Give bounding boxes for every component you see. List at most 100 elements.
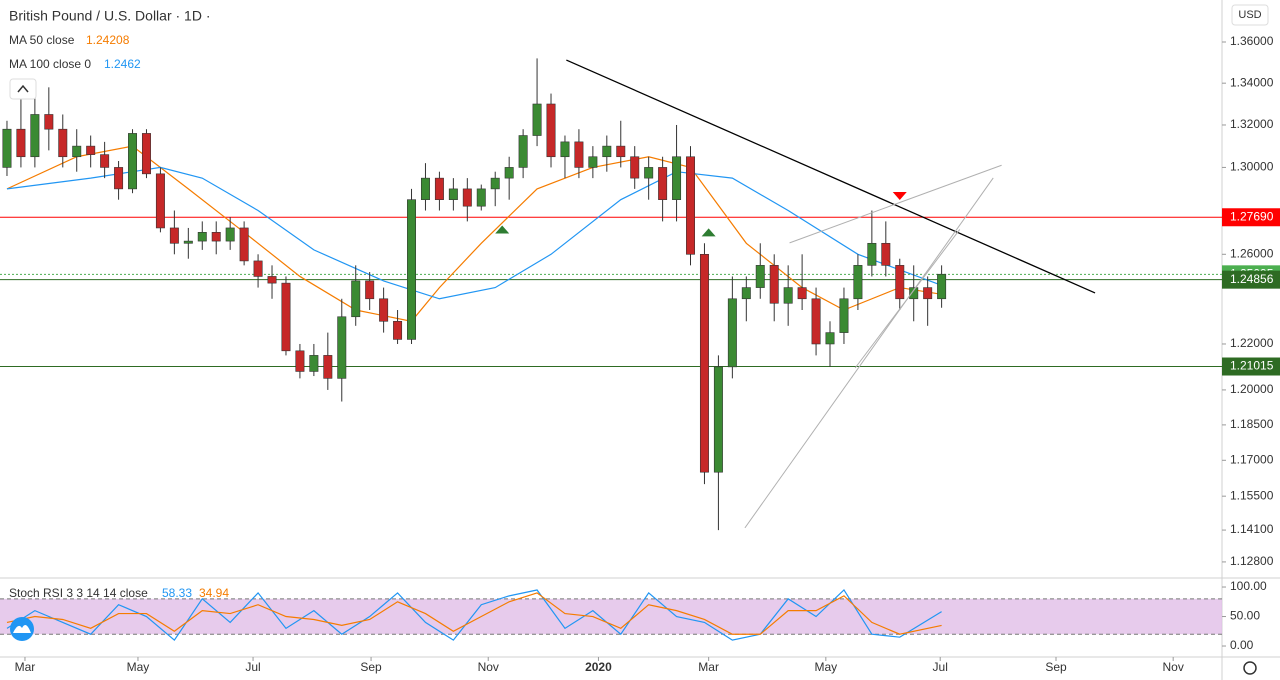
legend-ma100: MA 100 close 0 — [9, 57, 91, 71]
candle-body — [560, 141, 570, 158]
candle-body — [686, 156, 695, 255]
candle-body — [448, 188, 458, 200]
candle-body — [867, 242, 877, 266]
candle-body — [337, 316, 347, 379]
candle-body — [616, 145, 626, 158]
candle-body — [295, 350, 305, 372]
candle-body — [211, 232, 221, 242]
logo-mark — [13, 624, 31, 633]
x-tick-label: Sep — [1045, 660, 1067, 674]
candle-body — [309, 355, 319, 372]
signal-marker — [495, 225, 510, 234]
y-tick-label: 1.17000 — [1230, 452, 1274, 466]
x-tick-label: Jul — [933, 660, 948, 674]
level-label-box — [1222, 357, 1280, 376]
trendline — [744, 177, 994, 529]
x-tick-label: May — [127, 660, 150, 674]
candle-body — [72, 145, 82, 158]
y-tick-label: 1.34000 — [1230, 75, 1274, 89]
candle-body — [644, 167, 654, 179]
candle-body — [713, 366, 723, 473]
candle-body — [783, 287, 793, 304]
chart-title: British Pound / U.S. Dollar · 1D · — [9, 8, 211, 24]
y-tick-label: 1.30000 — [1230, 160, 1274, 174]
plot: 1.36000 1.34000 1.32000 1.30000 1.26000 1.220… — [0, 34, 1274, 674]
y-tick-label: 1.22000 — [1230, 336, 1274, 350]
candle-body — [546, 103, 556, 158]
x-tick-label: Nov — [1163, 660, 1184, 674]
candle-body — [825, 332, 835, 345]
settings-icon[interactable] — [1243, 661, 1257, 675]
candle-body — [853, 265, 863, 300]
stoch-tick-label: 100.00 — [1230, 579, 1267, 593]
candle-body — [490, 177, 500, 190]
candle-body — [407, 199, 417, 340]
x-tick-label: Mar — [15, 660, 36, 674]
trendline — [566, 59, 1096, 294]
candle-body — [658, 167, 668, 200]
y-tick-label: 1.15500 — [1230, 488, 1274, 502]
stoch-tick-label: 0.00 — [1230, 638, 1254, 652]
candle-body — [155, 173, 165, 229]
legend-ma50: MA 50 close — [9, 33, 75, 47]
stoch-line — [6, 589, 942, 642]
candle-body — [267, 276, 277, 284]
candle-body — [393, 320, 403, 340]
candle-body — [755, 265, 765, 288]
candle-body — [672, 156, 682, 200]
candle-body — [239, 227, 249, 262]
candle-body — [741, 287, 751, 300]
x-tick-label: Mar — [698, 660, 719, 674]
stoch-legend: Stoch RSI 3 3 14 14 close — [9, 586, 148, 600]
candle-body — [351, 280, 361, 318]
candle-body — [30, 114, 40, 158]
candle-body — [420, 177, 430, 200]
y-tick-label: 1.20000 — [1230, 382, 1274, 396]
stoch-tick-label: 50.00 — [1230, 609, 1260, 623]
candle-body — [462, 188, 472, 207]
stoch-line — [6, 592, 942, 635]
candle-body — [114, 167, 124, 190]
y-tick-label: 1.36000 — [1230, 34, 1274, 48]
level-label: 1.27690 — [1230, 209, 1274, 223]
candle-body — [44, 114, 54, 130]
signal-marker — [892, 192, 907, 201]
y-tick-label: 1.26000 — [1230, 246, 1274, 260]
candle-body — [727, 298, 737, 368]
candle-body — [183, 240, 193, 244]
level-label-box — [1222, 208, 1280, 227]
candle-body — [2, 128, 12, 168]
level-label: 1.24856 — [1230, 272, 1274, 286]
candle-body — [58, 128, 68, 158]
candle-body — [16, 128, 26, 158]
x-tick-label: Nov — [478, 660, 499, 674]
candle-body — [602, 145, 612, 158]
currency: USD — [1238, 9, 1261, 21]
candle-body — [769, 265, 779, 304]
collapse-button[interactable] — [9, 78, 37, 100]
candle-body — [128, 133, 138, 190]
stoch-k-value: 58.33 — [162, 586, 192, 600]
candle-body — [881, 242, 891, 266]
candle-body — [630, 156, 640, 179]
candle-body — [839, 298, 849, 333]
candle-body — [588, 156, 598, 168]
legend-ma50-value: 1.24208 — [86, 33, 130, 47]
candle-body — [574, 141, 584, 168]
candle-body — [141, 133, 151, 175]
trendline — [854, 229, 961, 369]
y-tick-label: 1.32000 — [1230, 117, 1274, 131]
candle-body — [532, 103, 542, 136]
signal-marker — [701, 228, 716, 237]
candle-body — [909, 287, 919, 300]
candle-body — [253, 260, 263, 277]
candle-body — [504, 167, 514, 179]
candle-body — [476, 188, 486, 207]
candle-body — [365, 280, 375, 300]
currency-box[interactable] — [1231, 4, 1269, 26]
candle-body — [811, 298, 821, 345]
stoch-band — [0, 598, 1222, 635]
candle-body — [937, 273, 947, 300]
